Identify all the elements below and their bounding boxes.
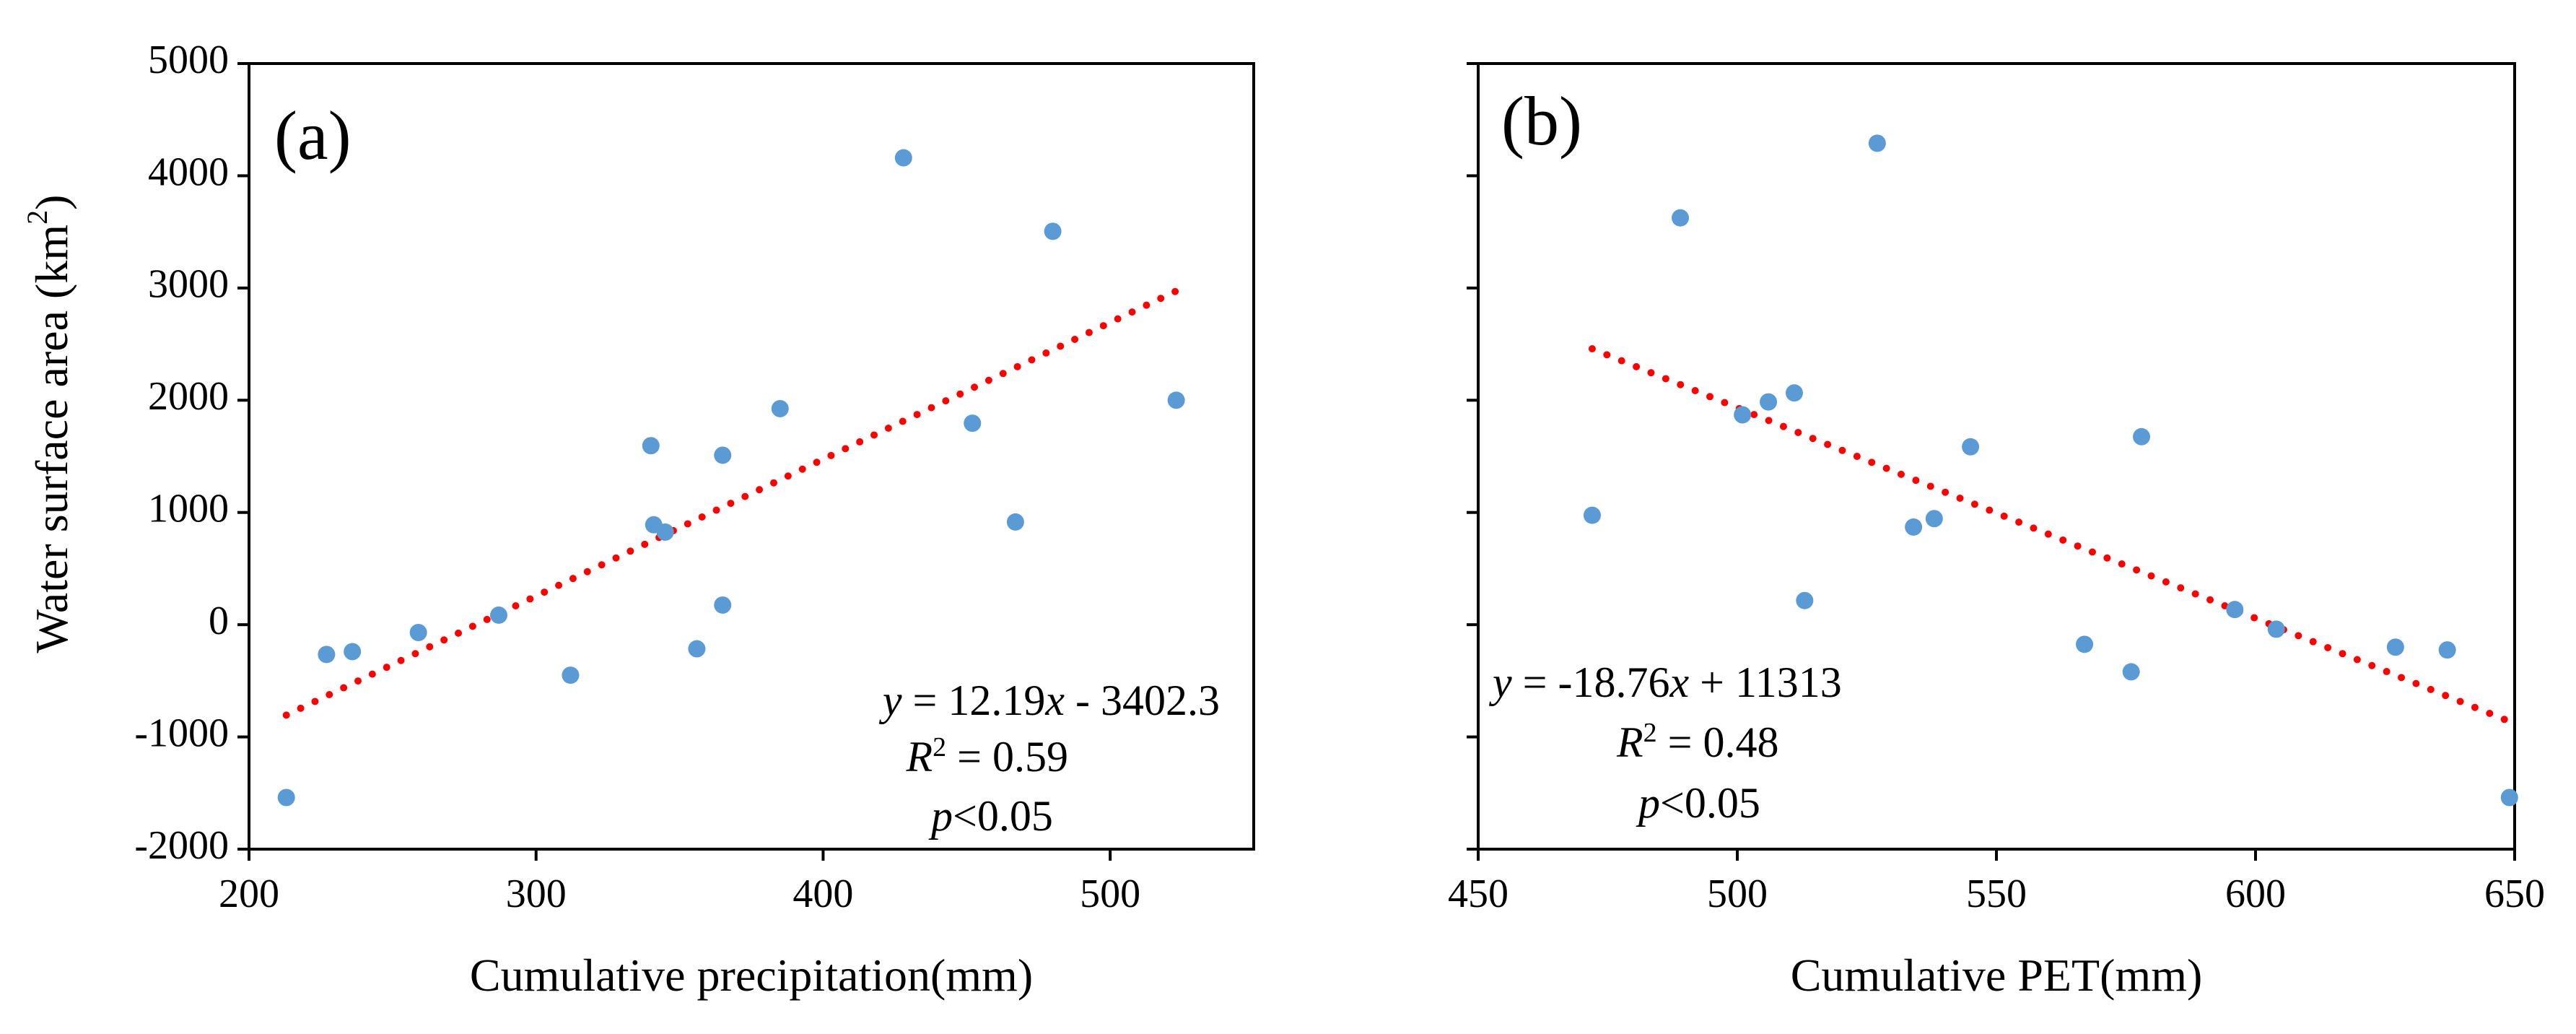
data-point [964,414,982,433]
x-tick-label: 450 [1448,872,1509,916]
y-axis-title: Water surface area (km2) [21,195,77,653]
y-tick-label: -2000 [134,823,229,868]
r-squared: R2 = 0.48 [1616,718,1779,766]
data-point [277,788,295,807]
data-point [894,149,912,167]
data-point [1925,510,1943,528]
data-point [1785,384,1803,402]
data-point [714,446,732,464]
data-point [1962,438,1980,456]
data-point [2500,788,2518,807]
x-tick-label: 300 [506,872,567,916]
x-axis-title: Cumulative PET(mm) [1791,950,2203,1001]
x-tick-label: 600 [2225,872,2286,916]
data-point [2122,663,2140,681]
data-point [344,643,362,661]
data-point [656,523,674,541]
x-tick-label: 200 [219,872,279,916]
data-point [490,606,508,624]
data-point [714,596,732,614]
data-point [1868,134,1886,152]
data-point [771,399,789,417]
data-point [2133,427,2151,446]
trend-line [282,287,1180,719]
y-tick-label: 3000 [148,262,229,307]
x-tick-label: 550 [1966,872,2027,916]
data-point [1006,513,1024,531]
data-points [277,149,1185,807]
data-point [1796,591,1814,609]
data-point [1905,518,1923,536]
data-point [688,640,706,658]
p-value: p<0.05 [928,792,1053,840]
data-point [2386,638,2404,656]
y-tick-label: 0 [209,599,229,643]
trend-line [1588,345,2513,726]
panel-b: 450 500 550 600 650 (b) y = -18.76x + 11313 … [1448,62,2545,1001]
x-axis-title: Cumulative precipitation(mm) [470,950,1033,1001]
r-squared: R2 = 0.59 [906,732,1069,781]
data-point [2438,641,2456,659]
y-tick-label: 2000 [148,374,229,419]
y-tick-label: 5000 [148,38,229,82]
y-tick-label: 4000 [148,149,229,194]
data-point [562,666,580,685]
data-point [1672,209,1690,227]
data-point [1583,506,1601,524]
x-tick-label: 500 [1707,872,1768,916]
trend-line-group [1588,345,2513,726]
data-point [2076,635,2094,653]
data-point [1760,393,1778,411]
data-point [642,437,660,455]
x-ticks: 200 300 400 500 [219,849,1140,916]
p-value: p<0.05 [1636,779,1760,827]
data-point [2226,601,2244,619]
data-point [2267,620,2285,638]
panel-label: (b) [1501,82,1582,160]
data-point [318,646,336,664]
regression-equation: y = -18.76x + 11313 [1488,659,1842,706]
x-tick-label: 650 [2484,872,2545,916]
plot-frame [248,62,1255,851]
data-points [1583,134,2518,807]
y-ticks [1467,62,1478,851]
panel-label: (a) [274,97,352,174]
data-point [409,624,427,642]
y-ticks: -2000 -1000 0 1000 2000 3000 4000 5000 [134,38,249,868]
regression-equation: y = 12.19x - 3402.3 [878,677,1220,724]
trend-line-group [282,287,1180,719]
x-ticks: 450 500 550 600 650 [1448,849,2545,916]
data-point [1734,406,1752,424]
y-tick-label: 1000 [148,487,229,531]
data-point [1167,391,1185,409]
x-tick-label: 400 [793,872,853,916]
data-point [1044,222,1062,240]
y-tick-label: -1000 [134,711,229,755]
x-tick-label: 500 [1080,872,1140,916]
panel-a: -2000 -1000 0 1000 2000 3000 4000 5000 200 300 40… [134,38,1255,1001]
